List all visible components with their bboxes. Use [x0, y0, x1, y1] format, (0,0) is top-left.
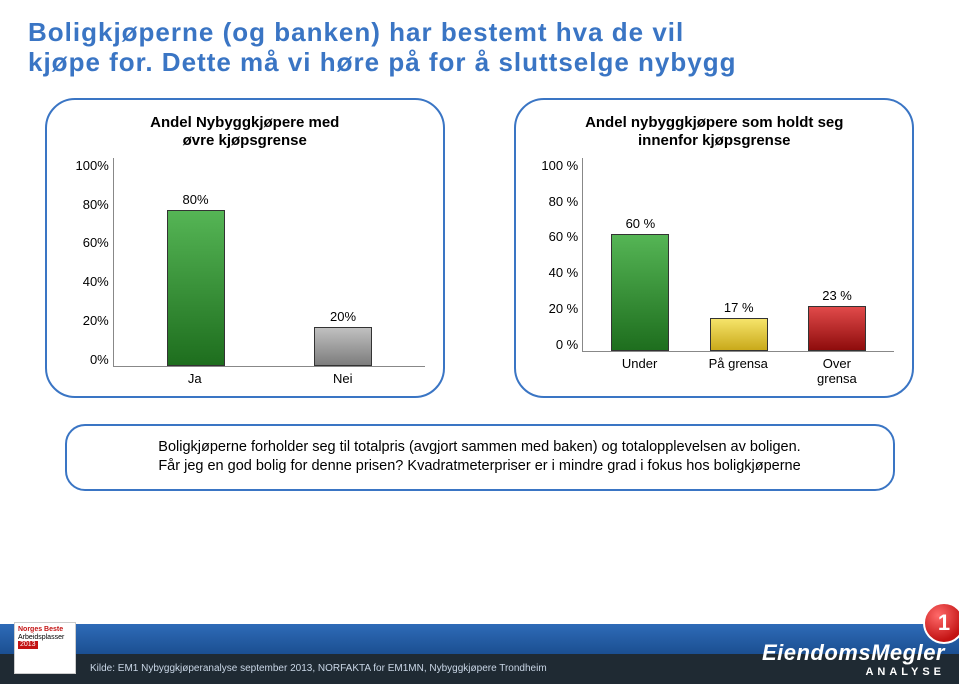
chart1-bar: [167, 210, 225, 366]
source-text: Kilde: EM1 Nybyggkjøperanalyse september…: [90, 663, 547, 674]
chart1-x-label: Nei: [308, 371, 378, 386]
title-line-1: Boligkjøperne (og banken) har bestemt hv…: [28, 18, 931, 48]
chart-panel-right: Andel nybyggkjøpere som holdt seg innenf…: [514, 98, 914, 398]
page-title-block: Boligkjøperne (og banken) har bestemt hv…: [0, 0, 959, 88]
chart1-bars-zone: 80% 20%: [113, 158, 425, 367]
chart2-ytick: 20 %: [549, 301, 579, 316]
chart2-bar-wrap: 17 %: [704, 300, 774, 351]
logo-sub: ANALYSE: [762, 666, 945, 678]
logo-block: EiendomsMegler ANALYSE: [762, 640, 945, 678]
chart2-bar-wrap: 60 %: [605, 216, 675, 351]
chart2-bar: [808, 306, 866, 351]
chart1-bar: [314, 327, 372, 366]
chart1-x-labels: Ja Nei: [113, 367, 425, 386]
chart1-bar-wrap: 20%: [308, 309, 378, 366]
chart2-x-label: Over grensa: [802, 356, 872, 386]
chart2-y-axis: 100 % 80 % 60 % 40 % 20 % 0 %: [534, 158, 582, 352]
gptw-badge: Norges Beste Arbeidsplasser 2013: [14, 622, 76, 674]
chart1-bar-wrap: 80%: [161, 192, 231, 366]
chart-panel-left: Andel Nybyggkjøpere med øvre kjøpsgrense…: [45, 98, 445, 398]
gptw-line1: Norges Beste: [18, 626, 63, 633]
callout-line1: Boligkjøperne forholder seg til totalpri…: [158, 439, 800, 455]
callout-box: Boligkjøperne forholder seg til totalpri…: [65, 424, 895, 491]
chart1-title-line1: Andel Nybyggkjøpere med: [150, 114, 339, 131]
chart1-ytick: 100%: [76, 158, 109, 173]
chart2-x-label: Under: [605, 356, 675, 386]
logo-circle-icon: 1: [923, 602, 959, 644]
chart2-ytick: 0 %: [556, 337, 578, 352]
chart2-bars-zone: 60 % 17 % 23 %: [582, 158, 894, 352]
chart2-x-labels: Under På grensa Over grensa: [582, 352, 894, 386]
chart1-bar-value-label: 20%: [330, 309, 356, 324]
chart1-title-line2: øvre kjøpsgrense: [183, 132, 307, 149]
chart2-bar-value-label: 17 %: [724, 300, 754, 315]
callout-line2: Får jeg en god bolig for denne prisen? K…: [158, 458, 800, 474]
chart2-ytick: 80 %: [549, 194, 579, 209]
logo-main: EiendomsMegler: [762, 640, 945, 666]
chart1-ytick: 0%: [90, 352, 109, 367]
chart1-x-label: Ja: [160, 371, 230, 386]
chart2-title: Andel nybyggkjøpere som holdt seg innenf…: [534, 114, 894, 150]
chart2-title-line1: Andel nybyggkjøpere som holdt seg: [585, 114, 843, 131]
chart2-x-label: På grensa: [703, 356, 773, 386]
gptw-year: 2013: [18, 641, 38, 649]
chart2-ytick: 40 %: [549, 265, 579, 280]
logo-circle-text: 1: [938, 610, 950, 636]
title-line-2: kjøpe for. Dette må vi høre på for å slu…: [28, 48, 931, 78]
chart2-bar: [710, 318, 768, 351]
chart2-bar: [611, 234, 669, 351]
chart2-bar-value-label: 60 %: [626, 216, 656, 231]
chart1-y-axis: 100% 80% 60% 40% 20% 0%: [65, 158, 113, 367]
footer: Norges Beste Arbeidsplasser 2013 Kilde: …: [0, 612, 959, 684]
chart1-plot: 100% 80% 60% 40% 20% 0% 80% 20%: [65, 158, 425, 367]
chart2-plot: 100 % 80 % 60 % 40 % 20 % 0 % 60 % 17 % 23 %: [534, 158, 894, 352]
chart1-ytick: 60%: [83, 235, 109, 250]
chart2-title-line2: innenfor kjøpsgrense: [638, 132, 791, 149]
chart1-ytick: 40%: [83, 274, 109, 289]
chart1-bar-value-label: 80%: [182, 192, 208, 207]
charts-row: Andel Nybyggkjøpere med øvre kjøpsgrense…: [0, 88, 959, 398]
chart1-title: Andel Nybyggkjøpere med øvre kjøpsgrense: [65, 114, 425, 150]
chart2-bar-wrap: 23 %: [802, 288, 872, 351]
chart2-ytick: 60 %: [549, 229, 579, 244]
chart1-ytick: 80%: [83, 197, 109, 212]
chart2-bar-value-label: 23 %: [822, 288, 852, 303]
chart2-ytick: 100 %: [541, 158, 578, 173]
chart1-ytick: 20%: [83, 313, 109, 328]
gptw-line2: Arbeidsplasser: [18, 634, 64, 641]
